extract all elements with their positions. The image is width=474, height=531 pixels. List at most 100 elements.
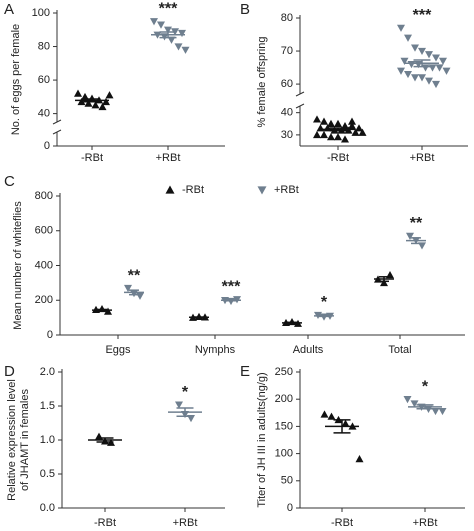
data-point xyxy=(320,130,328,139)
y-tick-label: 1.0 xyxy=(40,434,55,446)
y-tick-label: 80 xyxy=(38,40,50,52)
y-tick-label: 100 xyxy=(32,7,50,19)
x-tick-label: Nymphs xyxy=(195,344,236,356)
data-point xyxy=(397,67,405,75)
data-point xyxy=(77,97,86,106)
data-point xyxy=(181,46,190,54)
data-point xyxy=(327,412,336,420)
data-point xyxy=(320,410,329,418)
data-point xyxy=(164,26,172,34)
axis-break xyxy=(295,91,305,97)
data-point xyxy=(438,407,447,416)
data-point xyxy=(334,133,342,141)
data-point xyxy=(102,97,110,106)
x-tick-label: +RBt xyxy=(410,152,435,164)
x-tick-label: +RBt xyxy=(173,517,198,529)
data-point xyxy=(428,64,437,72)
significance: ** xyxy=(410,215,423,232)
data-point xyxy=(411,74,419,82)
y-tick-label: 70 xyxy=(281,45,293,57)
data-point xyxy=(174,43,183,51)
data-point xyxy=(397,24,405,32)
y-axis-label: No. of eggs per female xyxy=(10,24,22,135)
y-axis-label: Titer of JH III in adults(ng/g) xyxy=(256,372,268,507)
y-tick-label: 150 xyxy=(275,420,293,432)
data-point xyxy=(418,74,426,82)
data-point xyxy=(404,34,412,42)
data-point xyxy=(178,29,186,38)
data-point xyxy=(355,124,363,132)
data-point xyxy=(432,54,440,62)
y-tick-label: 800 xyxy=(35,190,53,202)
y-tick-label: 400 xyxy=(35,259,53,271)
data-point xyxy=(348,122,356,130)
data-point xyxy=(334,119,342,127)
data-point xyxy=(95,432,103,440)
y-tick-label: 2.0 xyxy=(40,366,55,378)
y-tick-label: 0.0 xyxy=(40,502,55,514)
x-tick-label: Total xyxy=(388,344,411,356)
panel-letter: B xyxy=(240,1,250,18)
data-point xyxy=(74,89,82,97)
y-tick-label: 50 xyxy=(281,475,293,487)
data-point xyxy=(442,67,451,75)
data-point xyxy=(91,101,100,109)
data-point xyxy=(98,102,107,111)
y-tick-label: 200 xyxy=(35,294,53,306)
y-tick-label: 60 xyxy=(38,74,50,86)
significance: *** xyxy=(413,7,432,24)
y-tick-label: 600 xyxy=(35,225,53,237)
panel-letter: A xyxy=(4,1,14,18)
data-point xyxy=(418,47,426,56)
data-point xyxy=(136,292,144,300)
x-tick-label: Adults xyxy=(293,344,324,356)
data-point xyxy=(327,133,335,141)
y-tick-label: 200 xyxy=(275,393,293,405)
data-point xyxy=(167,36,176,44)
data-point xyxy=(410,400,419,408)
legend-marker xyxy=(165,185,175,194)
data-point xyxy=(435,64,444,72)
data-point xyxy=(439,57,447,65)
panel-letter: E xyxy=(240,363,250,380)
y-tick-label: 0 xyxy=(44,140,50,152)
data-point xyxy=(105,91,114,99)
y-tick-label: 100 xyxy=(275,448,293,460)
y-tick-label: 60 xyxy=(281,78,293,90)
data-point xyxy=(175,401,183,409)
data-point xyxy=(358,128,367,136)
axis-break xyxy=(52,119,62,125)
data-point xyxy=(313,130,321,139)
data-point xyxy=(431,407,440,416)
data-point xyxy=(157,21,165,29)
y-tick-label: 80 xyxy=(281,12,293,24)
y-tick-label: 250 xyxy=(275,366,293,378)
data-point xyxy=(313,115,321,123)
panel-letter: C xyxy=(4,173,15,190)
x-tick-label: Eggs xyxy=(105,344,131,356)
data-point xyxy=(81,92,89,101)
legend-label: +RBt xyxy=(274,184,299,196)
data-point xyxy=(316,124,325,132)
significance: ** xyxy=(128,267,141,284)
y-axis-label: Mean number of whiteflies xyxy=(12,201,24,330)
y-tick-label: 40 xyxy=(38,108,50,120)
x-tick-label: -RBt xyxy=(331,517,353,529)
data-point xyxy=(124,284,132,293)
legend-marker xyxy=(257,186,267,195)
data-point xyxy=(104,307,112,315)
x-tick-label: +RBt xyxy=(413,517,438,529)
y-axis-label: of JHAMT in females xyxy=(19,389,31,491)
legend-label: -RBt xyxy=(182,184,204,196)
data-point xyxy=(403,396,412,404)
x-tick-label: -RBt xyxy=(94,517,116,529)
significance: * xyxy=(321,294,328,311)
y-tick-label: 0.5 xyxy=(40,468,55,480)
data-point xyxy=(404,70,412,79)
data-point xyxy=(425,77,433,85)
y-tick-label: 0 xyxy=(287,502,293,514)
data-point xyxy=(320,117,328,125)
data-point xyxy=(84,99,93,107)
y-tick-label: 30 xyxy=(281,129,293,141)
